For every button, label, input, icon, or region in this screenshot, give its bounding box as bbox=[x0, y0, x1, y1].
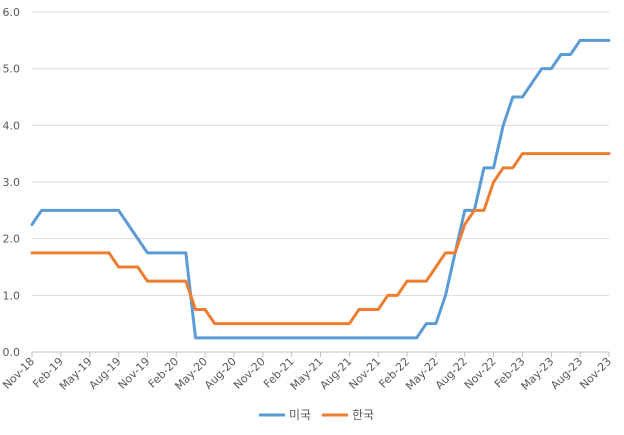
gridlines bbox=[32, 11, 609, 296]
series-line-korea bbox=[30, 152, 611, 326]
y-tick-label: 4.0 bbox=[3, 119, 21, 132]
legend-label: 미국 bbox=[289, 408, 311, 422]
series-line-us bbox=[30, 38, 611, 340]
y-tick-label: 3.0 bbox=[3, 176, 21, 189]
y-tick-label: 2.0 bbox=[3, 233, 21, 246]
legend: 미국 한국 bbox=[259, 408, 374, 422]
y-tick-label: 6.0 bbox=[3, 6, 21, 19]
y-tick-label: 0.0 bbox=[3, 346, 21, 359]
y-axis-tick-labels: 0.0 1.0 2.0 3.0 4.0 5.0 6.0 bbox=[3, 6, 21, 359]
legend-label: 한국 bbox=[352, 408, 374, 422]
y-tick-label: 1.0 bbox=[3, 289, 21, 302]
series-lines bbox=[30, 38, 611, 340]
y-tick-label: 5.0 bbox=[3, 63, 21, 76]
